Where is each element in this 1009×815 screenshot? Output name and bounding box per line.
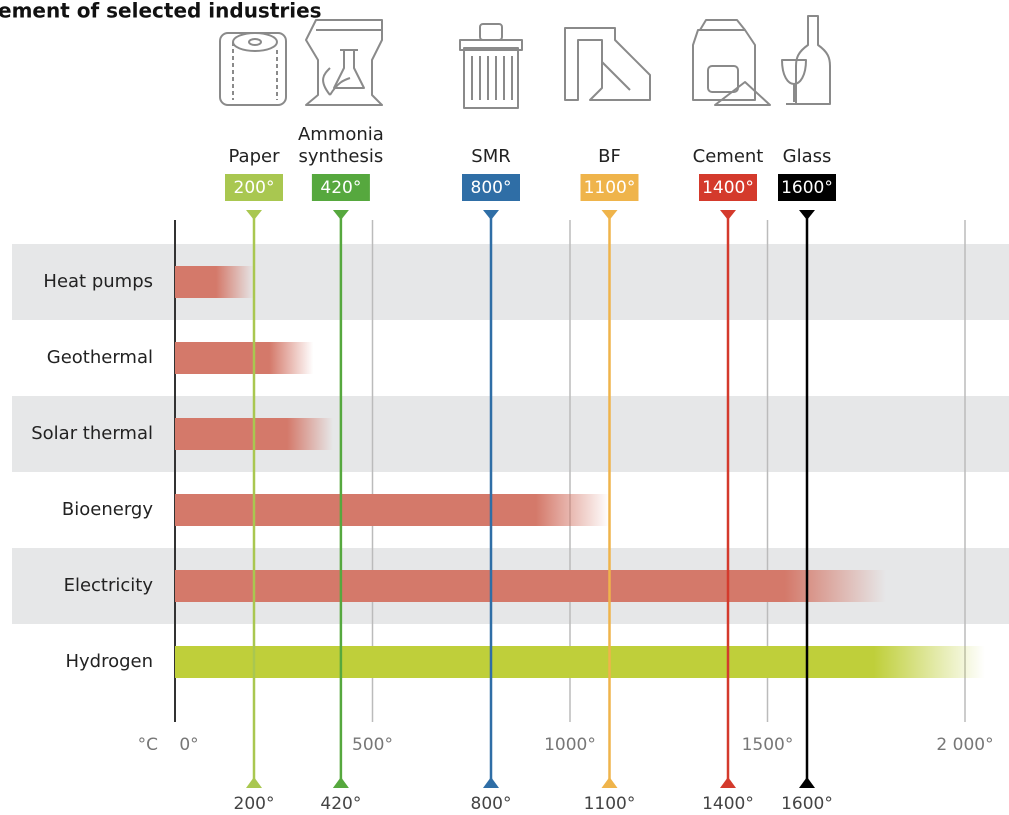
bar [175,570,886,602]
industry-value-label: 1400° [702,178,754,198]
x-tick-label: 0° [179,735,198,755]
x-axis-unit: °C [138,735,158,755]
industry-value-label: 420° [320,178,361,198]
industry-arrow-top [601,210,618,220]
industry-arrow-top [483,210,499,220]
industry-label-box [225,174,283,201]
category-label: Electricity [64,575,154,596]
category-label: Geothermal [47,347,153,368]
industry-name: Paper [229,146,281,167]
bar [175,342,314,374]
industry-label-box [699,174,757,201]
industry-bottom-label: 800° [471,794,512,814]
industry-value-label: 800° [471,178,512,198]
industry-label-box [311,174,370,201]
glass-icon [781,15,831,105]
x-tick-label: 1500° [742,735,794,755]
industry-name: Cement [693,146,764,167]
industry-arrow-bottom [601,777,618,788]
industry-value-label: 1100° [584,178,636,198]
row-bands: Heat pumps Geothermal Solar thermal Bioener… [12,244,1009,672]
industry-arrow-bottom [246,777,262,788]
category-label: Solar thermal [31,423,153,444]
industry-arrow-bottom [799,777,815,788]
industry-arrow-bottom [720,777,736,788]
bars [175,266,985,678]
chart-title: ement of selected industries [0,0,322,23]
industry-bottom-label: 1600° [781,794,833,814]
industry-bottom-label: 200° [234,794,275,814]
cement-icon [692,19,771,106]
industry-value-label: 200° [234,178,275,198]
industry-arrow-top [332,210,349,220]
industry-name: Glass [783,146,832,167]
icons [219,15,831,109]
category-label: Bioenergy [62,499,153,520]
industry-label-box [462,174,520,201]
bar [175,494,610,526]
row-band [12,396,1009,472]
industry-name: Ammonia synthesis [298,124,384,167]
industry-arrow-top [246,210,262,220]
industry-bottom-label: 1100° [584,794,636,814]
industry-arrow-top [720,210,736,220]
industry-name: SMR [471,146,510,167]
industry-value-label: 1600° [781,178,833,198]
bar [175,266,254,298]
x-tick-label: 500° [352,735,393,755]
bf-icon [564,27,651,101]
industry-arrow-bottom [332,777,349,788]
bar [175,646,985,678]
industry-arrow-bottom [483,777,499,788]
industry-label-box [778,174,836,201]
industry-bottom-label: 420° [320,794,361,814]
x-tick-label: 2 000° [936,735,993,755]
paper-icon [219,32,287,106]
x-tick-label: 1000° [544,735,596,755]
industry-bottom-label: 1400° [702,794,754,814]
industry-name: BF [598,146,621,167]
grid: 0° 500° 1000° 1500° 2 000° [174,220,994,755]
row-band [12,244,1009,320]
category-label: Heat pumps [43,271,153,292]
ammonia-icon [305,19,383,106]
industry-label-box [580,174,639,201]
industry-arrow-top [799,210,815,220]
category-label: Hydrogen [65,651,153,672]
smr-icon [459,23,523,109]
industry-markers: 200° 200° Paper 420° 420° Ammonia synthesis 800… [225,124,836,814]
